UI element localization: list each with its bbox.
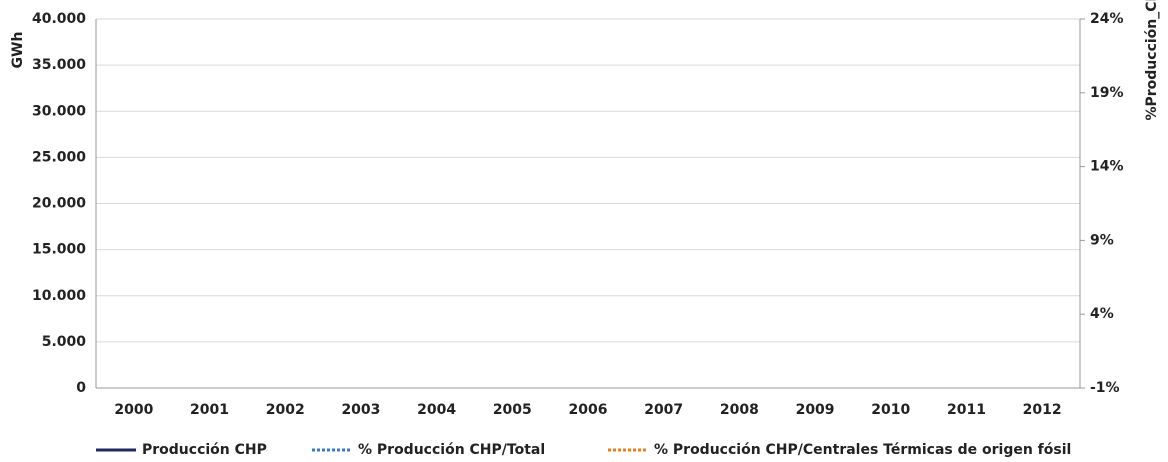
y-axis-label: GWh xyxy=(10,32,26,69)
y-tick-label: 15.000 xyxy=(32,242,86,258)
y2-tick-label: 14% xyxy=(1090,159,1124,175)
x-tick-label: 2009 xyxy=(796,402,835,418)
y2-tick-label: 19% xyxy=(1090,85,1124,101)
y-tick-label: 40.000 xyxy=(32,11,86,27)
y2-tick-label: 24% xyxy=(1090,11,1124,27)
x-tick-label: 2006 xyxy=(569,402,608,418)
x-tick-label: 2005 xyxy=(493,402,532,418)
x-tick-label: 2001 xyxy=(190,402,229,418)
x-tick-label: 2012 xyxy=(1023,402,1062,418)
y-tick-label: 25.000 xyxy=(32,149,86,165)
y2-axis-label: %Producción_CHP xyxy=(1144,0,1160,121)
legend-label: Producción CHP xyxy=(142,442,267,458)
legend-label: % Producción CHP/Total xyxy=(358,442,545,458)
y2-tick-label: 9% xyxy=(1090,232,1114,248)
y2-tick-label: 4% xyxy=(1090,306,1114,322)
x-tick-label: 2011 xyxy=(947,402,986,418)
x-tick-label: 2002 xyxy=(266,402,305,418)
x-tick-label: 2007 xyxy=(644,402,683,418)
x-tick-label: 2003 xyxy=(341,402,380,418)
y-tick-label: 30.000 xyxy=(32,103,86,119)
y-tick-label: 5.000 xyxy=(42,334,87,350)
x-tick-label: 2000 xyxy=(114,402,153,418)
x-tick-label: 2010 xyxy=(871,402,910,418)
y2-tick-label: -1% xyxy=(1090,380,1120,396)
y-tick-label: 35.000 xyxy=(32,57,86,73)
legend-label: % Producción CHP/Centrales Térmicas de o… xyxy=(654,442,1071,458)
y-tick-label: 10.000 xyxy=(32,288,86,304)
y-tick-label: 20.000 xyxy=(32,196,86,212)
x-tick-label: 2008 xyxy=(720,402,759,418)
y-tick-label: 0 xyxy=(76,380,86,396)
x-tick-label: 2004 xyxy=(417,402,456,418)
